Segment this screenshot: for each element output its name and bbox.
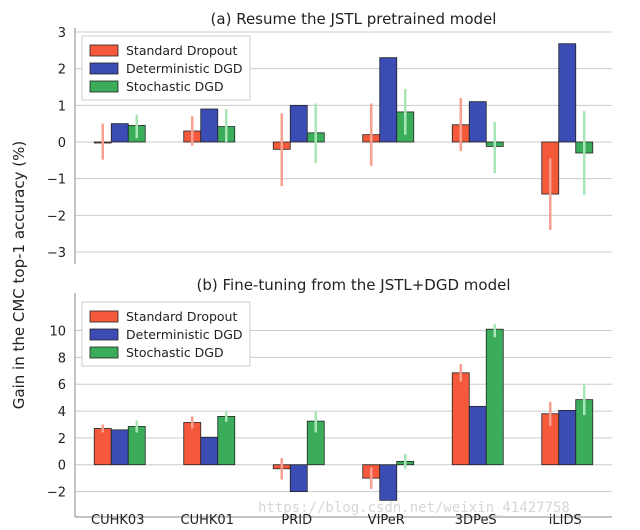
bar-deterministic-dgd [468, 101, 487, 143]
y-tick-label: 3 [58, 26, 66, 41]
bar-deterministic-dgd [110, 123, 129, 143]
legend-swatch [89, 310, 119, 323]
legend-swatch [89, 80, 119, 93]
bar-standard-dropout [93, 428, 112, 466]
bar-deterministic-dgd [468, 405, 487, 466]
legend-swatch [89, 44, 119, 57]
x-tick-label: VIPeR [368, 513, 405, 528]
y-tick-label: −2 [47, 486, 66, 501]
legend-swatch [89, 62, 119, 75]
x-tick-label: 3DPeS [455, 513, 497, 528]
y-tick-label: 0 [58, 136, 66, 151]
y-tick-label: −1 [47, 173, 66, 188]
shared-y-axis-label: Gain in the CMC top-1 accuracy (%) [10, 141, 28, 409]
bar-deterministic-dgd [558, 43, 577, 143]
bar-deterministic-dgd [289, 464, 308, 492]
panel-title: (b) Fine-tuning from the JSTL+DGD model [197, 276, 511, 294]
legend-label: Stochastic DGD [126, 79, 224, 94]
y-tick-label: 6 [58, 378, 66, 393]
bar-deterministic-dgd [558, 409, 577, 466]
watermark-text: https://blog.csdn.net/weixin_41427758 [258, 500, 570, 516]
y-tick-label: 2 [58, 63, 66, 78]
legend-label: Deterministic DGD [126, 327, 243, 342]
y-tick-label: −2 [47, 209, 66, 224]
y-tick-label: 4 [58, 405, 66, 420]
bar-deterministic-dgd [289, 104, 308, 143]
legend-swatch [89, 328, 119, 341]
legend-swatch [89, 346, 119, 359]
bar-standard-dropout [183, 422, 202, 466]
x-tick-label: CUHK03 [91, 513, 144, 528]
bar-deterministic-dgd [200, 436, 219, 466]
panel-a-resume-jstl: −3 −2 −1 0 1 2 3 (a) Resume the JSTL pretrained… [47, 10, 612, 264]
legend-label: Standard Dropout [126, 43, 237, 58]
legend-label: Standard Dropout [126, 309, 237, 324]
bar-stochastic-dgd [485, 328, 504, 466]
bar-deterministic-dgd [379, 464, 398, 501]
panel-title: (a) Resume the JSTL pretrained model [211, 10, 497, 28]
panel-b-fine-tuning-jstl-dgd: −2 0 2 4 6 8 10 (b) Fine-tuning from the JSTL+D… [47, 276, 612, 528]
y-tick-label: 1 [58, 99, 66, 114]
bar-stochastic-dgd [217, 416, 236, 466]
x-tick-label: PRID [281, 513, 312, 528]
y-tick-label: 2 [58, 432, 66, 447]
legend-label: Stochastic DGD [126, 345, 224, 360]
y-tick-label: 8 [58, 351, 66, 366]
legend-label: Deterministic DGD [126, 61, 243, 76]
x-tick-label: iLIDS [549, 513, 582, 528]
bar-deterministic-dgd [110, 429, 129, 466]
bar-deterministic-dgd [200, 108, 219, 143]
y-tick-label: 10 [49, 325, 66, 340]
bar-deterministic-dgd [379, 57, 398, 143]
y-tick-label: 0 [58, 459, 66, 474]
bar-standard-dropout [451, 372, 470, 466]
x-tick-label: CUHK01 [181, 513, 234, 528]
y-tick-label: −3 [47, 246, 66, 261]
